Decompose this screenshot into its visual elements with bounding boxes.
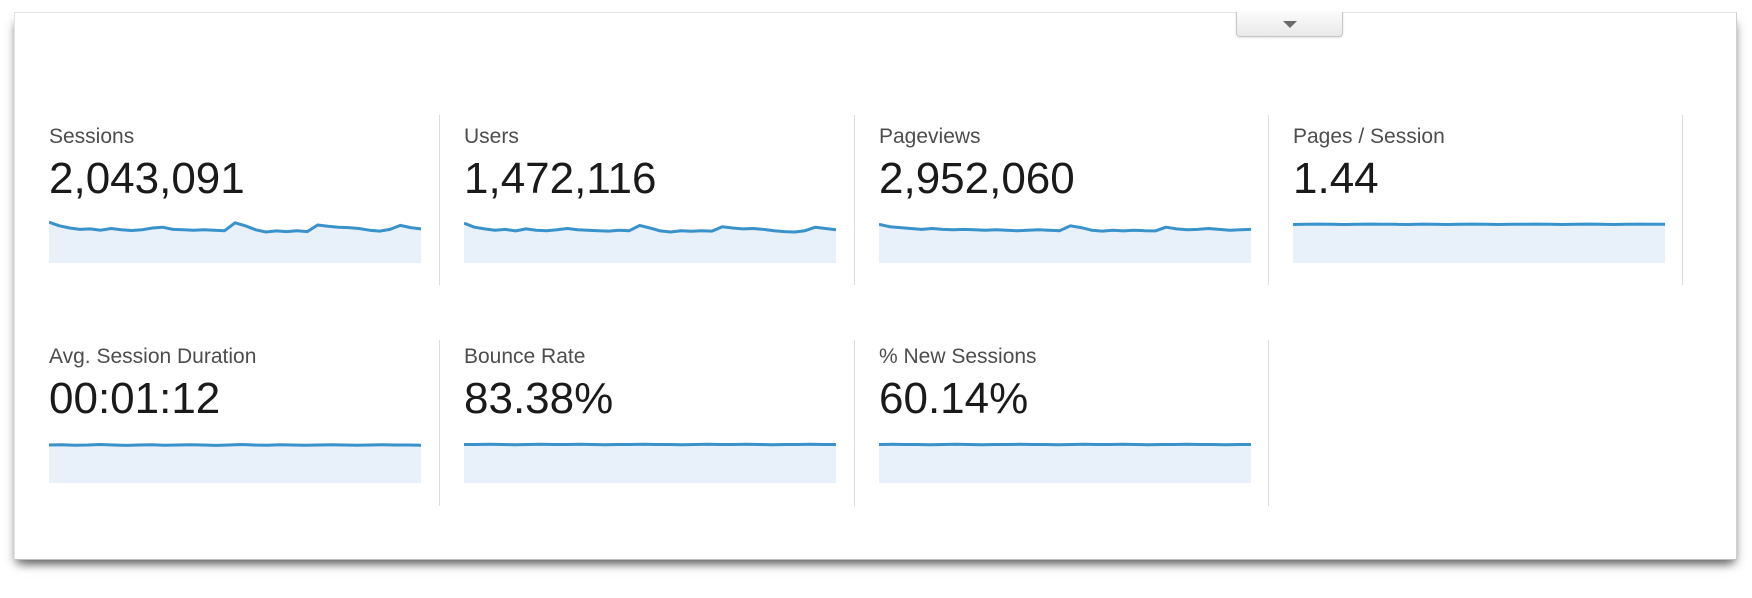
metric-card-percent-new-sessions: % New Sessions 60.14% — [879, 344, 1251, 483]
metric-value: 2,043,091 — [49, 154, 245, 203]
sparkline-chart — [49, 443, 421, 483]
sparkline-chart — [879, 442, 1251, 483]
metric-card-bounce-rate: Bounce Rate 83.38% — [464, 344, 836, 483]
divider — [1268, 340, 1269, 506]
collapse-panel-button[interactable] — [1236, 12, 1343, 37]
divider — [854, 340, 855, 506]
metric-value: 2,952,060 — [879, 154, 1075, 203]
sparkline-chart — [1293, 222, 1665, 263]
metric-card-users: Users 1,472,116 — [464, 124, 836, 263]
divider — [1268, 115, 1269, 285]
metric-label: Pages / Session — [1293, 125, 1445, 148]
metric-card-sessions: Sessions 2,043,091 — [49, 124, 421, 263]
divider — [439, 115, 440, 285]
metrics-overview-panel: Sessions 2,043,091 Users 1,472,116 Pagev… — [14, 12, 1737, 560]
chevron-down-icon — [1282, 21, 1297, 28]
metric-label: % New Sessions — [879, 345, 1037, 368]
metric-card-avg-session-duration: Avg. Session Duration 00:01:12 — [49, 344, 421, 483]
metric-value: 1,472,116 — [464, 154, 657, 203]
divider — [1682, 115, 1683, 285]
metric-value: 1.44 — [1293, 154, 1379, 203]
sparkline-chart — [464, 221, 836, 263]
metric-value: 83.38% — [464, 374, 614, 423]
metric-card-pageviews: Pageviews 2,952,060 — [879, 124, 1251, 263]
metric-label: Sessions — [49, 125, 135, 148]
sparkline-chart — [49, 220, 421, 263]
metric-card-pages-per-session: Pages / Session 1.44 — [1293, 124, 1665, 263]
metric-label: Users — [464, 125, 519, 148]
divider — [439, 340, 440, 506]
metric-label: Bounce Rate — [464, 345, 586, 368]
divider — [854, 115, 855, 285]
metric-label: Avg. Session Duration — [49, 345, 257, 368]
metric-value: 60.14% — [879, 374, 1029, 423]
metric-label: Pageviews — [879, 125, 981, 148]
metric-value: 00:01:12 — [49, 374, 221, 423]
sparkline-chart — [879, 222, 1251, 263]
sparkline-chart — [464, 442, 836, 483]
